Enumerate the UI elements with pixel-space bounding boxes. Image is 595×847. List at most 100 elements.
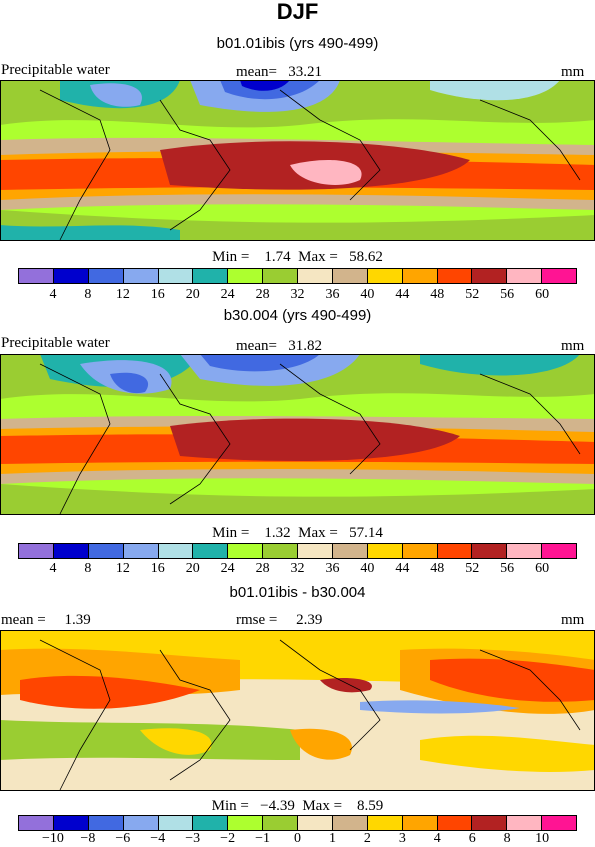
panel-1-colorbar-ticks: 4 8 12 16 20 24 28 32 36 40 44 48 52 56 60 (18, 287, 577, 303)
colorbar-tick-label: 48 (430, 287, 445, 302)
colorbar-swatch (437, 816, 473, 830)
colorbar-swatch (437, 544, 473, 558)
colorbar-swatch (53, 816, 89, 830)
colorbar-tick-label: 32 (290, 287, 305, 302)
colorbar-swatch (123, 269, 159, 283)
colorbar-swatch (472, 544, 508, 558)
colorbar-tick-label: 48 (430, 561, 445, 576)
colorbar-tick-label: −6 (115, 831, 131, 846)
panel-2-min-max: Min = 1.32 Max = 57.14 (212, 525, 383, 541)
panel-1-mean-label: mean= 33.21 (236, 64, 322, 80)
colorbar-swatch (193, 544, 229, 558)
colorbar-swatch (53, 269, 89, 283)
colorbar-swatch (507, 816, 543, 830)
colorbar-tick-label: 28 (255, 287, 270, 302)
colorbar-tick-label: −1 (255, 831, 271, 846)
colorbar-swatch (402, 544, 438, 558)
colorbar-tick-label: 40 (360, 561, 375, 576)
colorbar-swatch (88, 544, 124, 558)
panel-2-title: b30.004 (yrs 490-499) (223, 307, 372, 324)
colorbar-tick-label: 52 (465, 287, 480, 302)
colorbar-tick-label: 16 (150, 287, 165, 302)
colorbar-swatch (263, 269, 298, 283)
colorbar-tick-label: 3 (398, 831, 406, 846)
colorbar-tick-label: 56 (500, 561, 515, 576)
colorbar-swatch (123, 544, 159, 558)
colorbar-swatch (542, 544, 576, 558)
colorbar-swatch (472, 816, 508, 830)
colorbar-swatch (19, 544, 54, 558)
colorbar-swatch (228, 816, 264, 830)
colorbar-swatch (298, 816, 333, 830)
panel-2-map (0, 354, 595, 515)
colorbar-tick-label: 20 (185, 287, 200, 302)
panel-2-left-label: Precipitable water (1, 335, 110, 351)
colorbar-tick-label: 32 (290, 561, 305, 576)
colorbar-swatch (507, 544, 543, 558)
colorbar-tick-label: 56 (500, 287, 515, 302)
colorbar-tick-label: −2 (220, 831, 236, 846)
colorbar-swatch (123, 816, 159, 830)
colorbar-tick-label: 4 (49, 561, 57, 576)
colorbar-tick-label: −8 (80, 831, 96, 846)
colorbar-tick-label: 52 (465, 561, 480, 576)
colorbar-swatch (367, 269, 403, 283)
panel-1-units-label: mm (561, 64, 585, 80)
colorbar-tick-label: 44 (395, 287, 410, 302)
colorbar-swatch (158, 544, 194, 558)
colorbar-tick-label: 28 (255, 561, 270, 576)
panel-1-title: b01.01ibis (yrs 490-499) (216, 35, 379, 52)
panel-3-title: b01.01ibis - b30.004 (229, 584, 366, 601)
colorbar-tick-label: 10 (535, 831, 550, 846)
colorbar-swatch (367, 816, 403, 830)
colorbar-tick-label: 44 (395, 561, 410, 576)
page-title: DJF (276, 0, 319, 24)
colorbar-swatch (158, 269, 194, 283)
panel-1-min-max: Min = 1.74 Max = 58.62 (212, 249, 383, 265)
panel-1-map (0, 80, 595, 241)
panel-3-mean-label: mean = 1.39 (1, 612, 91, 628)
panel-3-units-label: mm (561, 612, 585, 628)
colorbar-swatch (542, 269, 576, 283)
colorbar-tick-label: 4 (433, 831, 441, 846)
colorbar-tick-label: 4 (49, 287, 57, 302)
colorbar-swatch (332, 544, 368, 558)
colorbar-tick-label: 6 (468, 831, 476, 846)
colorbar-swatch (298, 544, 333, 558)
colorbar-swatch (193, 269, 229, 283)
colorbar-swatch (263, 816, 298, 830)
colorbar-swatch (158, 816, 194, 830)
colorbar-swatch (437, 269, 473, 283)
colorbar-swatch (228, 544, 264, 558)
colorbar-tick-label: 12 (115, 561, 130, 576)
colorbar-tick-label: −10 (41, 831, 64, 846)
colorbar-tick-label: 1 (328, 831, 336, 846)
panel-2-colorbar-ticks: 4 8 12 16 20 24 28 32 36 40 44 48 52 56 60 (18, 561, 577, 577)
colorbar-tick-label: 36 (325, 287, 340, 302)
panel-3-map (0, 630, 595, 791)
colorbar-tick-label: 8 (503, 831, 511, 846)
colorbar-swatch (507, 269, 543, 283)
colorbar-tick-label: 12 (115, 287, 130, 302)
colorbar-swatch (19, 816, 54, 830)
panel-1-colorbar (18, 268, 577, 284)
colorbar-swatch (402, 816, 438, 830)
colorbar-swatch (88, 269, 124, 283)
panel-3-colorbar-ticks: −10 −8 −6 −4 −3 −2 −1 0 1 2 3 4 6 8 10 (18, 831, 577, 847)
colorbar-tick-label: 60 (535, 287, 550, 302)
colorbar-tick-label: 36 (325, 561, 340, 576)
panel-2-units-label: mm (561, 338, 585, 354)
colorbar-tick-label: 40 (360, 287, 375, 302)
colorbar-swatch (367, 544, 403, 558)
colorbar-tick-label: 8 (84, 287, 92, 302)
colorbar-tick-label: −3 (185, 831, 201, 846)
panel-1-left-label: Precipitable water (1, 62, 110, 78)
colorbar-swatch (53, 544, 89, 558)
colorbar-swatch (542, 816, 576, 830)
colorbar-swatch (19, 269, 54, 283)
colorbar-swatch (228, 269, 264, 283)
panel-3-min-max: Min = −4.39 Max = 8.59 (211, 798, 384, 814)
colorbar-swatch (298, 269, 333, 283)
colorbar-tick-label: 60 (535, 561, 550, 576)
colorbar-swatch (472, 269, 508, 283)
